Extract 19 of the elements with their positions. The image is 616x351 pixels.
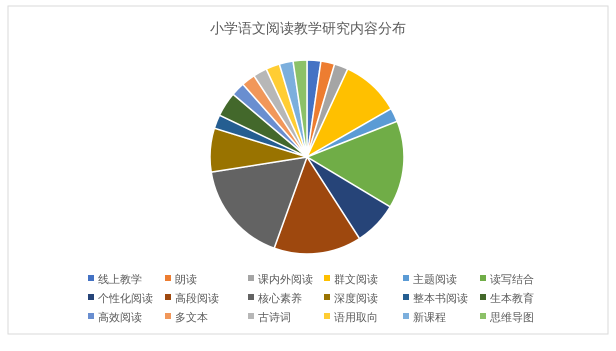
legend-label: 课内外阅读 bbox=[258, 273, 313, 286]
legend-label: 主题阅读 bbox=[413, 273, 457, 286]
legend-label: 核心素养 bbox=[257, 292, 302, 305]
legend-label: 高效阅读 bbox=[98, 311, 142, 324]
legend-label: 生本教育 bbox=[490, 292, 534, 305]
legend-label: 读写结合 bbox=[490, 273, 534, 286]
legend-label: 多文本 bbox=[175, 311, 208, 324]
legend-label: 语用取向 bbox=[334, 311, 378, 324]
legend-label: 深度阅读 bbox=[334, 292, 378, 305]
legend-label: 线上教学 bbox=[98, 273, 142, 286]
legend-label: 思维导图 bbox=[489, 311, 534, 324]
legend-label: 整本书阅读 bbox=[413, 292, 468, 305]
legend-label: 古诗词 bbox=[258, 311, 291, 324]
chart-title: 小学语文阅读教学研究内容分布 bbox=[210, 21, 406, 37]
legend-label: 新课程 bbox=[413, 311, 446, 324]
legend-label: 高段阅读 bbox=[175, 292, 219, 305]
legend-label: 群文阅读 bbox=[334, 273, 378, 286]
legend-label: 朗读 bbox=[175, 273, 197, 286]
legend-label: 个性化阅读 bbox=[98, 292, 153, 305]
